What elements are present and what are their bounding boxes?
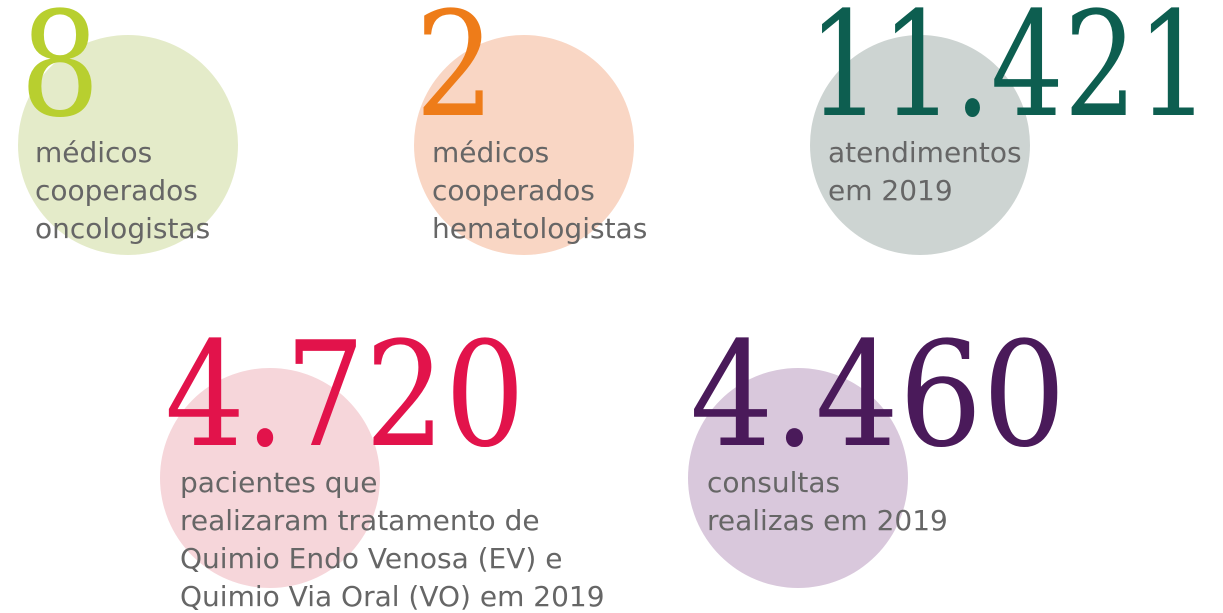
stat-description: Quimio Endo Venosa (EV) e: [180, 542, 562, 575]
stat-circle: [810, 35, 1030, 255]
stat-description: Quimio Via Oral (VO) em 2019: [180, 580, 605, 613]
stat-value: 4.460: [690, 311, 1066, 480]
stat-circle: [160, 368, 380, 588]
stat-description: em 2019: [828, 174, 953, 207]
stat-description: oncologistas: [35, 212, 210, 245]
stat-description: consultas: [707, 466, 840, 499]
stat-description: cooperados: [432, 174, 595, 207]
stat-description: cooperados: [35, 174, 198, 207]
stat-description: médicos: [35, 136, 152, 169]
stat-value: 11.421: [808, 0, 1210, 150]
stat-description: pacientes que: [180, 466, 378, 499]
stat-circle: [414, 35, 634, 255]
stat-description: realizaram tratamento de: [180, 504, 540, 537]
stat-description: médicos: [432, 136, 549, 169]
stat-description: atendimentos: [828, 136, 1022, 169]
stat-value: 2: [415, 0, 495, 150]
stat-value: 4.720: [165, 311, 525, 480]
stat-circle: [18, 35, 238, 255]
stat-description: hematologistas: [432, 212, 647, 245]
stat-description: realizas em 2019: [707, 504, 948, 537]
stat-circle: [688, 368, 908, 588]
stat-value: 8: [20, 0, 100, 150]
